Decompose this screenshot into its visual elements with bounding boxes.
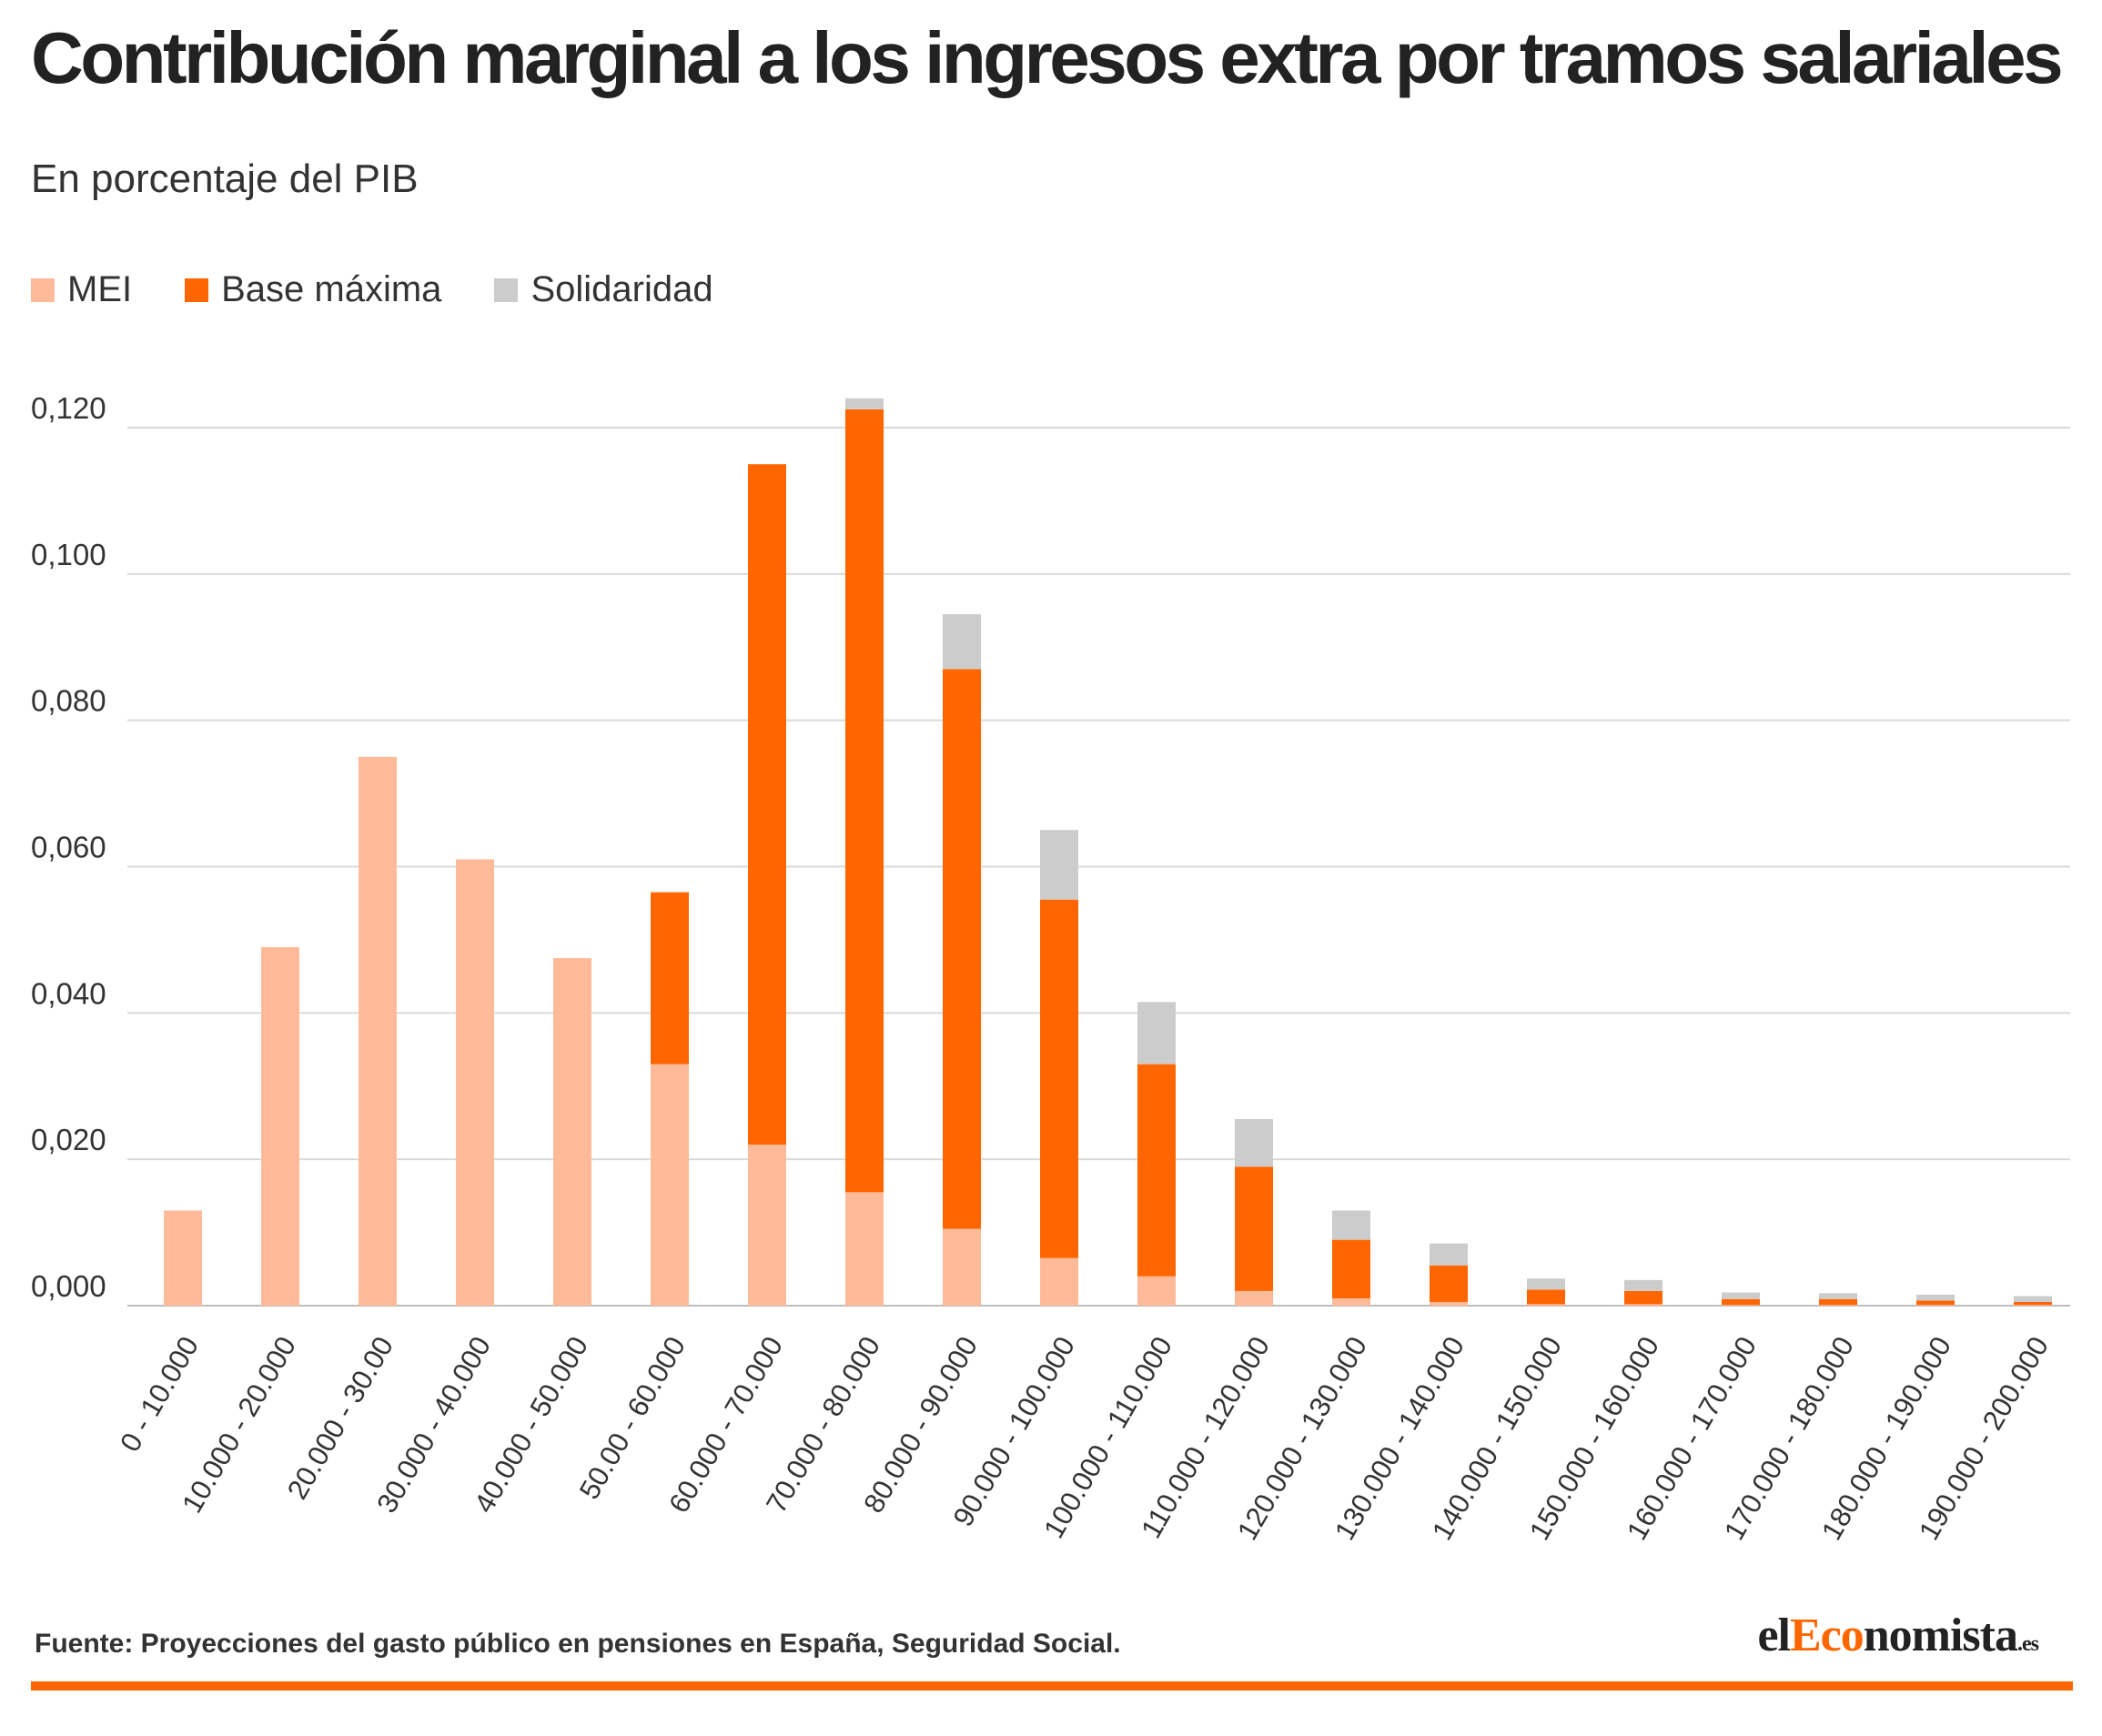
legend-label-mei: MEI [67,269,133,309]
bar-solidaridad [943,614,981,670]
x-tick-label: 0 - 10.000 [114,1331,205,1457]
bar-mei [2014,1305,2052,1306]
bar-mei [1527,1304,1565,1306]
bar-solidaridad [1916,1294,1955,1301]
bar-mei [748,1145,786,1306]
bar-solidaridad [1137,1002,1176,1065]
bar-base-maxima [1430,1265,1468,1302]
bar-mei [359,756,397,1306]
bar-mei [1235,1290,1273,1306]
bar-base-maxima [1527,1289,1565,1305]
bar-mei [1137,1276,1176,1306]
bar-mei [164,1210,202,1306]
legend-item-base-maxima: Base máxima [185,269,441,310]
x-tick-label: 20.000 - 30.00 [281,1331,399,1505]
y-tick-label: 0,100 [31,538,106,571]
y-tick-label: 0,000 [31,1269,106,1303]
bar-mei [553,958,591,1306]
bar-base-maxima [1332,1239,1370,1298]
eleconomista-logo: elEconomista.es [1757,1610,2039,1661]
bar-mei [1332,1297,1370,1306]
bar-base-maxima [1040,899,1078,1258]
legend-item-solidaridad: Solidaridad [494,269,713,310]
bar-mei [456,859,494,1306]
legend-label-base-maxima: Base máxima [221,269,442,309]
legend-swatch-solidaridad [494,278,519,302]
bar-base-maxima [748,464,786,1146]
bar-solidaridad [1332,1210,1370,1240]
bar-mei [651,1064,689,1306]
bar-solidaridad [1624,1279,1662,1291]
bar-base-maxima [2014,1301,2052,1306]
bar-mei [1430,1301,1468,1306]
bar-mei [943,1228,981,1306]
legend-swatch-mei [31,278,55,302]
y-tick-label: 0,020 [31,1123,106,1156]
bar-solidaridad [1722,1292,1760,1299]
legend: MEI Base máxima Solidaridad [31,269,713,310]
bar-base-maxima [1722,1298,1760,1306]
bar-solidaridad [1527,1278,1565,1290]
bar-mei [1624,1304,1662,1306]
legend-item-mei: MEI [31,269,132,310]
y-tick-label: 0,080 [31,684,106,718]
bar-solidaridad [845,398,884,409]
bar-base-maxima [943,669,981,1229]
y-tick-label: 0,120 [31,391,106,425]
bar-mei [261,946,299,1306]
stacked-bar-chart: 0,000 0,020 0,040 0,060 0,080 0,100 0,120 0 - 1… [31,391,2070,1545]
bar-base-maxima [1235,1166,1273,1291]
source-note: Fuente: Proyecciones del gasto público e… [35,1629,1121,1659]
bar-base-maxima [1819,1298,1857,1306]
legend-label-solidaridad: Solidaridad [531,269,713,309]
y-tick-label: 0,060 [31,831,106,864]
bar-base-maxima [845,409,884,1193]
bar-base-maxima [1624,1290,1662,1305]
bar-mei [845,1192,884,1306]
bar-solidaridad [2014,1296,2052,1302]
bar-base-maxima [651,892,689,1065]
bar-solidaridad [1040,830,1078,900]
bar-mei [1916,1305,1955,1306]
bar-solidaridad [1819,1293,1857,1299]
bar-base-maxima [1137,1064,1176,1277]
chart-title: Contribución marginal a los ingresos ext… [31,17,2064,98]
footer-accent-bar [31,1681,2073,1691]
bar-mei [1040,1257,1078,1306]
chart-subtitle: En porcentaje del PIB [31,156,419,201]
x-tick-label: 50.00 - 60.000 [573,1331,692,1505]
legend-swatch-base-maxima [185,278,209,302]
bar-mei [1722,1305,1760,1306]
bar-base-maxima [1916,1300,1955,1306]
bar-solidaridad [1235,1118,1273,1167]
bar-solidaridad [1430,1243,1468,1266]
y-tick-label: 0,040 [31,976,106,1010]
bar-mei [1819,1305,1857,1306]
